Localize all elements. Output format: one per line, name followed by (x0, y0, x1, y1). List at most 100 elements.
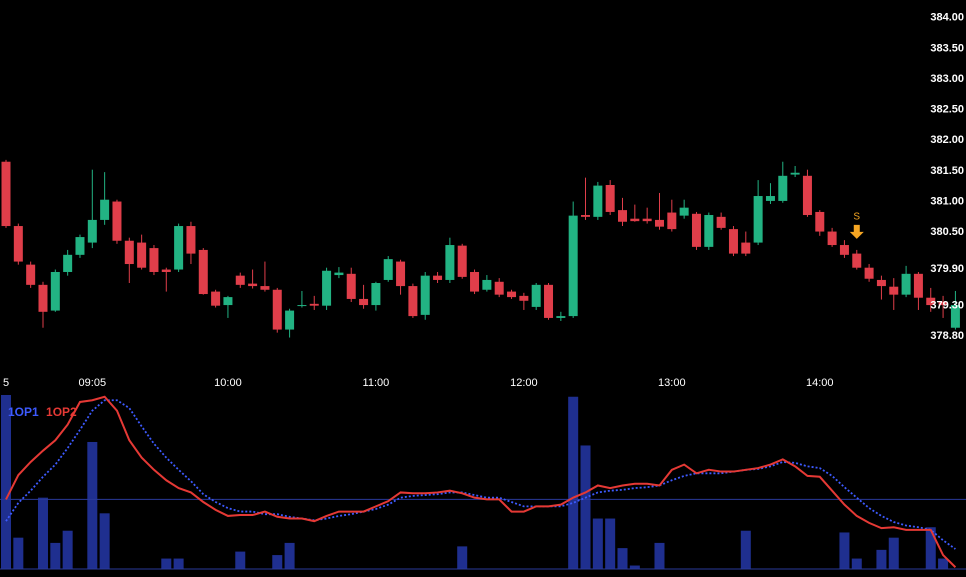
legend: 1OP1 1OP2 (8, 405, 77, 419)
volume-bar (284, 542, 295, 569)
y-tick-label: 380.50 (930, 226, 964, 238)
candle-body (223, 297, 233, 306)
volume-bar (50, 542, 61, 569)
candle-body (322, 270, 332, 306)
candle-body (1, 161, 11, 227)
candle-body (741, 242, 751, 254)
candle-body (235, 275, 245, 285)
candle-body (753, 196, 763, 243)
candle-body (38, 284, 48, 312)
candle-body (112, 201, 122, 241)
candle-body (765, 196, 775, 201)
candle-body (790, 172, 800, 175)
candle-body (778, 175, 788, 201)
volume-bar (888, 537, 899, 569)
candle-body (938, 302, 948, 306)
candle-body (544, 284, 554, 318)
candle-body (149, 248, 159, 272)
y-tick-label: 381.50 (930, 165, 964, 177)
candle-body (482, 279, 492, 290)
y-tick-label: 378.80 (930, 330, 964, 342)
volume-bar (580, 445, 591, 569)
x-tick-label: 12:00 (510, 377, 538, 389)
candle-body (926, 297, 936, 306)
y-tick-label: 379.30 (930, 300, 964, 312)
candle-body (445, 245, 455, 280)
candle-body (852, 253, 862, 268)
volume-layer (1, 395, 949, 569)
volume-bar (272, 555, 283, 569)
candle-body (100, 199, 110, 220)
candle-body (124, 240, 134, 265)
candle-body (889, 286, 899, 295)
volume-bar (839, 532, 850, 569)
candle-body (864, 267, 874, 279)
y-tick-label: 379.90 (930, 263, 964, 275)
candle-body (359, 298, 369, 306)
candle-body (285, 310, 295, 330)
volume-bar (654, 542, 665, 569)
candle-body (396, 261, 406, 287)
signal-label: S (853, 212, 860, 223)
candle-body (704, 215, 714, 247)
volume-bar (617, 548, 628, 569)
candle-body (531, 284, 541, 307)
candle-body (211, 291, 221, 306)
candle-body (605, 185, 615, 212)
candle-body (13, 226, 23, 262)
candle-body (642, 218, 652, 222)
volume-bar (87, 441, 98, 569)
candle-body (433, 275, 443, 280)
candle-body (802, 175, 812, 216)
candle-body (913, 273, 923, 298)
candle-body (839, 245, 849, 255)
candle-body (901, 273, 911, 295)
candle-layer: S (1, 159, 960, 338)
y-tick-label: 383.00 (930, 73, 964, 85)
indicator-line (5, 395, 957, 568)
x-tick-label: 14:00 (806, 377, 834, 389)
candle-body (827, 231, 837, 246)
candle-body (507, 291, 517, 298)
candle-body (568, 215, 578, 317)
candle-body (494, 281, 504, 295)
candle-body (334, 272, 344, 276)
y-tick-label: 382.00 (930, 134, 964, 146)
signal-arrow (849, 224, 864, 239)
candle-body (815, 211, 825, 232)
candle-body (667, 212, 677, 230)
candle-body (272, 289, 282, 330)
candle-body (470, 271, 480, 292)
volume-bar (1, 395, 11, 569)
candle-body (260, 286, 270, 290)
volume-bar (740, 530, 751, 569)
volume-bar (235, 551, 246, 569)
x-tick-label: 10:00 (214, 377, 242, 389)
candle-body (950, 305, 960, 328)
candle-body (654, 219, 664, 227)
candle-body (186, 226, 196, 254)
volume-bar (99, 513, 110, 569)
x-tick-label: 11:00 (363, 377, 390, 389)
candle-body (309, 303, 319, 306)
candle-body (297, 305, 307, 307)
indicator-line (5, 399, 956, 550)
candle-body (581, 215, 591, 217)
volume-bar (457, 546, 468, 569)
candle-body (728, 229, 738, 254)
candle-body (383, 259, 393, 280)
y-tick-label: 382.50 (930, 104, 964, 116)
candle-body (630, 218, 640, 222)
y-tick-label: 383.50 (930, 42, 964, 54)
volume-bar (173, 558, 184, 569)
volume-bar (938, 558, 949, 569)
volume-bar (161, 558, 172, 569)
volume-bar (37, 497, 48, 569)
candle-body (137, 242, 147, 268)
candle-body (174, 226, 184, 270)
candle-body (593, 185, 603, 217)
legend-entry: 1OP1 (8, 405, 39, 419)
candle-body (679, 207, 689, 216)
axis-layer: 384.00 383.50 383.00 382.50 382.00 381.50 381.… (3, 12, 964, 389)
